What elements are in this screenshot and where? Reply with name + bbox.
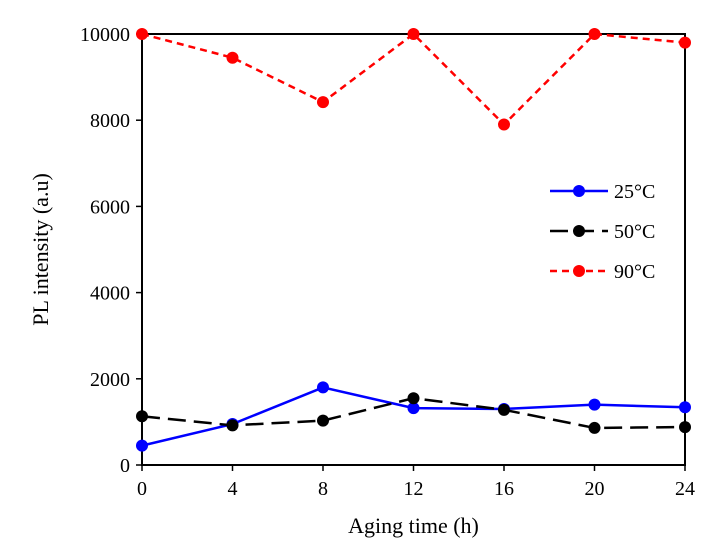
y-tick-label: 10000 [80, 24, 130, 46]
legend-marker [573, 185, 585, 197]
data-point [679, 36, 691, 49]
x-axis-title: Aging time (h) [348, 513, 479, 538]
y-axis: 0 2000 4000 6000 8000 10000 [80, 24, 142, 477]
legend: 25°C 50°C 90°C [550, 181, 655, 283]
data-point [588, 421, 601, 434]
data-point [588, 28, 601, 40]
y-tick-label: 0 [120, 455, 130, 477]
legend-label: 50°C [614, 221, 655, 243]
data-point [498, 118, 510, 131]
x-tick-label: 4 [228, 478, 238, 500]
data-point [407, 28, 420, 40]
legend-item: 25°C [550, 181, 655, 203]
legend-marker [573, 265, 585, 277]
data-point [679, 401, 691, 414]
data-point [588, 398, 601, 411]
y-tick-label: 6000 [90, 196, 130, 218]
legend-label: 90°C [614, 261, 655, 283]
series-line [141, 32, 686, 127]
y-tick-label: 8000 [90, 110, 130, 132]
series-90c [136, 28, 691, 131]
data-point [407, 402, 420, 415]
y-tick-label: 4000 [90, 283, 130, 305]
x-tick-label: 24 [675, 478, 695, 500]
data-point [136, 439, 148, 452]
data-point [226, 51, 239, 64]
legend-label: 25°C [614, 181, 655, 203]
data-point [136, 28, 148, 40]
x-tick-label: 8 [318, 478, 328, 500]
series-layer [136, 28, 691, 452]
x-tick-label: 16 [494, 478, 514, 500]
data-point [226, 419, 239, 432]
legend-item: 50°C [550, 221, 655, 243]
legend-marker [573, 225, 585, 237]
legend-item: 90°C [550, 261, 655, 283]
x-tick-label: 12 [404, 478, 424, 500]
series-25c [136, 381, 691, 452]
x-tick-label: 0 [137, 478, 147, 500]
data-point [317, 381, 329, 394]
data-point [498, 403, 510, 416]
y-axis-title: PL intensity (a.u) [28, 173, 53, 326]
y-tick-label: 2000 [90, 369, 130, 391]
data-point [317, 96, 329, 109]
data-point [317, 414, 329, 427]
data-point [679, 421, 691, 434]
data-point [407, 392, 420, 405]
series-50c [136, 392, 691, 434]
x-tick-label: 20 [585, 478, 605, 500]
x-axis: 0 4 8 12 16 20 24 [137, 465, 695, 500]
data-point [136, 410, 148, 423]
